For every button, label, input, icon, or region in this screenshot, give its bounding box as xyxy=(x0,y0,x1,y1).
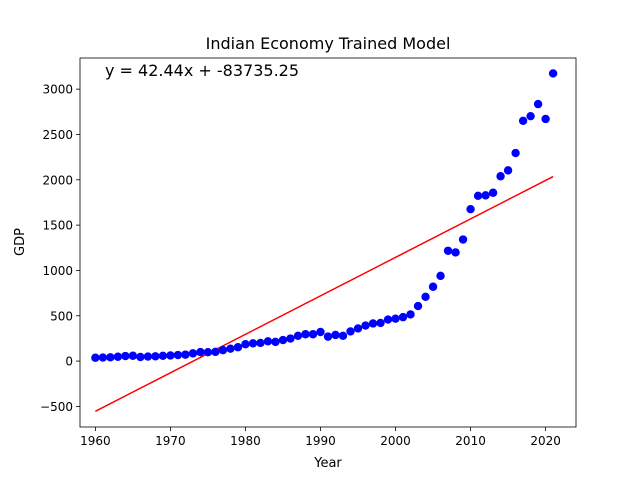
data-point xyxy=(413,301,423,311)
data-point xyxy=(503,166,513,175)
y-tick-label: 1500 xyxy=(42,219,73,233)
y-tick-label: 2000 xyxy=(42,173,73,187)
data-point xyxy=(233,343,243,352)
x-tick-label: 1970 xyxy=(155,434,186,448)
data-point xyxy=(361,321,370,330)
data-point xyxy=(158,351,168,361)
data-point xyxy=(271,337,280,347)
regression-line-layer xyxy=(95,175,554,412)
data-point xyxy=(346,327,355,336)
x-tick-label: 1980 xyxy=(230,434,261,448)
regression-equation: y = 42.44x + -83735.25 xyxy=(105,61,299,80)
data-point xyxy=(376,318,385,328)
y-tick-label: 2500 xyxy=(42,128,73,142)
data-point xyxy=(338,331,348,340)
data-point xyxy=(436,271,445,281)
x-tick-label: 1990 xyxy=(305,434,336,448)
data-point xyxy=(526,111,535,121)
data-point xyxy=(391,314,400,323)
data-point xyxy=(466,204,475,214)
data-point xyxy=(113,352,123,361)
data-point xyxy=(136,352,145,362)
data-point xyxy=(481,191,490,200)
data-point xyxy=(218,345,228,355)
y-axis-label: GDP xyxy=(13,228,28,256)
data-point xyxy=(203,348,213,357)
data-point xyxy=(428,282,438,291)
data-point xyxy=(278,335,288,345)
data-point xyxy=(226,344,235,353)
data-point xyxy=(286,334,295,343)
data-point xyxy=(241,340,250,349)
data-point xyxy=(398,312,408,322)
data-point xyxy=(421,292,430,302)
data-point xyxy=(98,353,108,362)
data-point xyxy=(406,310,415,319)
data-point xyxy=(166,351,175,360)
data-point xyxy=(188,349,198,358)
data-point xyxy=(473,191,483,201)
data-point xyxy=(248,339,258,348)
data-point xyxy=(301,330,310,339)
data-point xyxy=(541,114,550,124)
data-point xyxy=(121,351,130,361)
chart-title: Indian Economy Trained Model xyxy=(206,34,451,53)
x-tick-label: 2010 xyxy=(455,434,486,448)
data-point xyxy=(488,188,498,197)
data-point xyxy=(518,116,528,125)
data-point xyxy=(256,338,265,348)
data-point xyxy=(316,327,325,337)
data-point xyxy=(263,337,273,346)
data-point xyxy=(451,248,460,257)
y-tick-label: 3000 xyxy=(42,83,73,97)
data-point xyxy=(211,347,220,357)
x-tick-label: 2000 xyxy=(380,434,411,448)
data-point xyxy=(533,99,543,109)
data-point xyxy=(443,246,453,255)
plot-area xyxy=(91,69,558,412)
data-point xyxy=(143,352,153,361)
data-point xyxy=(173,350,183,360)
data-point xyxy=(151,352,160,361)
y-axis-ticks: −500 0 500 1000 1500 2000 2500 3000 xyxy=(40,83,80,414)
y-tick-label: 0 xyxy=(65,355,73,369)
data-point xyxy=(496,172,505,181)
data-point xyxy=(353,324,363,333)
data-point xyxy=(383,315,393,324)
data-point xyxy=(548,69,558,78)
data-point xyxy=(128,351,138,360)
y-tick-label: −500 xyxy=(40,400,73,414)
data-point xyxy=(308,330,318,339)
scatter-points-layer xyxy=(91,69,558,362)
x-axis-label: Year xyxy=(313,456,342,471)
x-tick-label: 1960 xyxy=(80,434,111,448)
regression-line xyxy=(95,175,554,412)
data-point xyxy=(91,353,100,362)
data-point xyxy=(106,353,115,362)
y-tick-label: 500 xyxy=(50,309,73,323)
data-point xyxy=(181,350,190,359)
axes-frame xyxy=(79,57,577,428)
y-tick-label: 1000 xyxy=(42,264,73,278)
data-point xyxy=(458,235,468,244)
data-point xyxy=(331,330,340,340)
data-point xyxy=(293,331,303,340)
x-axis-ticks: 1960 1970 1980 1990 2000 2010 2020 xyxy=(80,427,561,448)
x-tick-label: 2020 xyxy=(530,434,561,448)
data-point xyxy=(511,148,520,158)
data-point xyxy=(196,347,205,357)
data-point xyxy=(368,319,378,328)
data-point xyxy=(323,332,333,341)
